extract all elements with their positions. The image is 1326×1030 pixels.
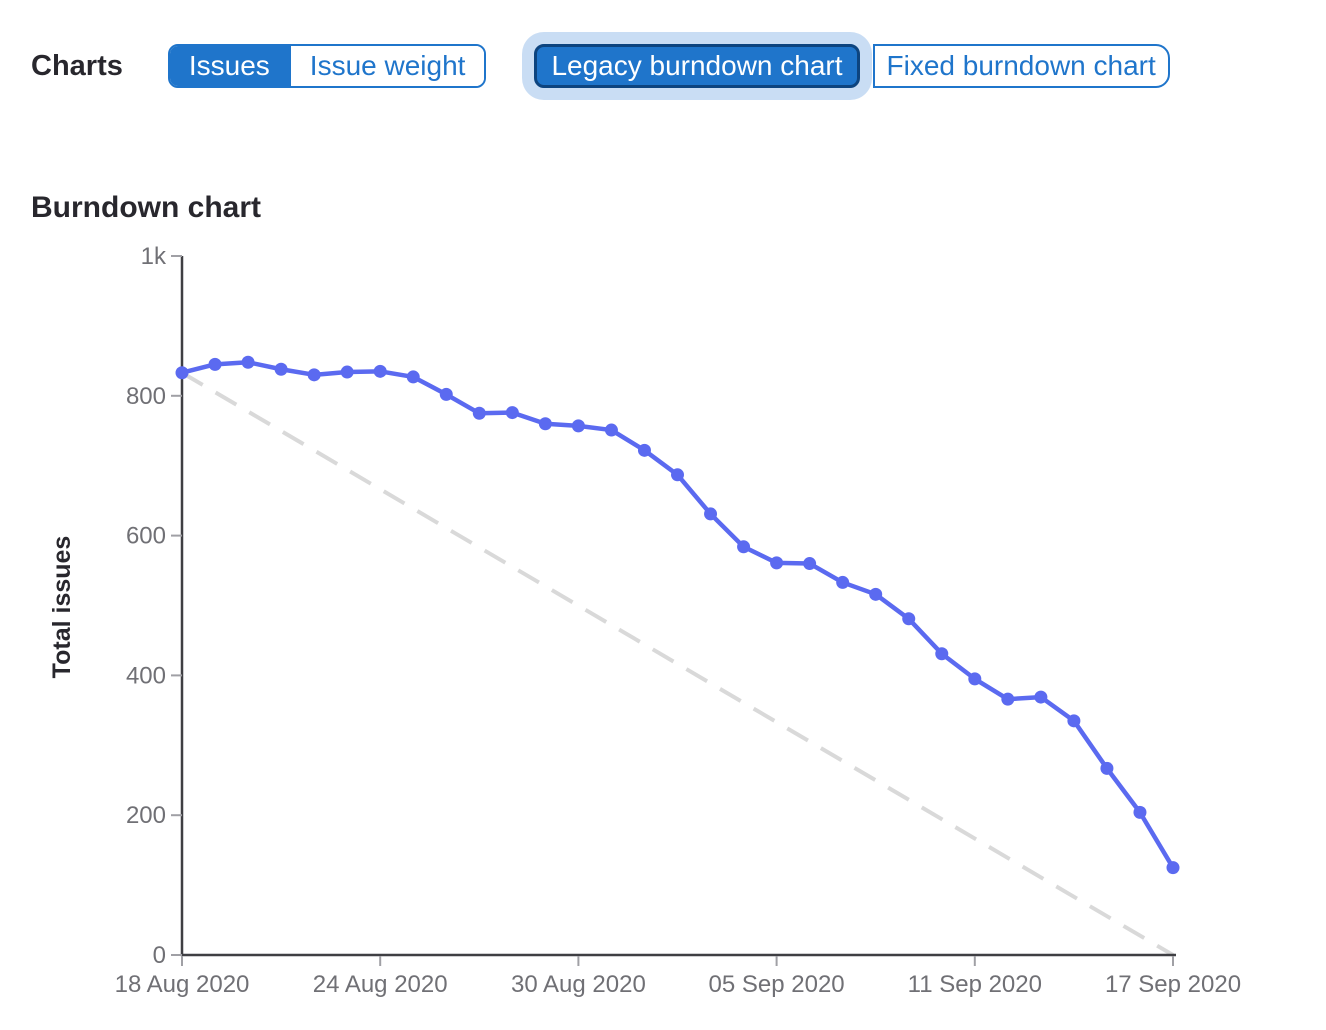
y-tick-label: 1k <box>141 243 167 270</box>
y-tick-label: 600 <box>126 523 166 550</box>
data-point[interactable] <box>274 362 288 376</box>
data-point[interactable] <box>373 364 387 378</box>
data-point[interactable] <box>208 357 222 371</box>
data-point[interactable] <box>803 557 817 571</box>
data-point[interactable] <box>935 647 949 661</box>
ideal-guideline <box>180 371 1175 957</box>
data-point[interactable] <box>505 406 519 420</box>
metric-toggle-group: Issues Issue weight <box>167 44 487 88</box>
data-point[interactable] <box>1001 692 1015 706</box>
y-tick-label: 800 <box>126 383 166 410</box>
y-tick-label: 0 <box>153 942 166 969</box>
x-tick-label: 18 Aug 2020 <box>115 971 250 998</box>
data-point[interactable] <box>968 672 982 686</box>
issues-line <box>179 359 1176 870</box>
data-point[interactable] <box>1133 805 1147 819</box>
x-tick-label: 05 Sep 2020 <box>709 971 845 998</box>
data-point[interactable] <box>902 612 916 626</box>
charts-toolbar: Charts Issues Issue weight Legacy burndo… <box>31 40 1170 92</box>
burndown-chart-svg: 0 200 400 600 800 1k 18 Aug 2020 24 Aug 2020 30 … <box>48 243 1241 998</box>
y-axis-title: Total issues <box>48 536 76 679</box>
data-point[interactable] <box>869 587 883 601</box>
data-point[interactable] <box>637 443 651 457</box>
data-point[interactable] <box>571 419 585 433</box>
axes: 0 200 400 600 800 1k 18 Aug 2020 24 Aug 2020 30 … <box>115 243 1241 998</box>
data-point[interactable] <box>1100 761 1114 775</box>
issues-toggle-button[interactable]: Issues <box>169 46 289 86</box>
issue-weight-toggle-button[interactable]: Issue weight <box>288 46 485 86</box>
data-point[interactable] <box>1067 714 1081 728</box>
y-tick-label: 400 <box>126 662 166 689</box>
data-point[interactable] <box>1166 861 1180 875</box>
data-point[interactable] <box>671 468 684 482</box>
x-tick-label: 17 Sep 2020 <box>1105 971 1241 998</box>
chart-type-toggle-group: Legacy burndown chart Fixed burndown cha… <box>534 44 1170 88</box>
data-point[interactable] <box>770 556 784 570</box>
data-point[interactable] <box>175 366 189 380</box>
charts-label: Charts <box>31 50 123 82</box>
data-point[interactable] <box>406 370 420 384</box>
data-point[interactable] <box>737 540 751 554</box>
legacy-burndown-chart-button[interactable]: Legacy burndown chart <box>534 44 860 88</box>
fixed-burndown-chart-button[interactable]: Fixed burndown chart <box>872 44 1170 88</box>
x-tick-label: 11 Sep 2020 <box>908 971 1042 998</box>
section-title: Burndown chart <box>31 190 261 224</box>
data-point[interactable] <box>604 423 618 437</box>
data-point[interactable] <box>439 387 453 401</box>
issues-data-points[interactable] <box>175 355 1180 875</box>
y-tick-label: 200 <box>126 802 166 829</box>
burndown-chart: 0 200 400 600 800 1k 18 Aug 2020 24 Aug 2020 30 … <box>0 235 1326 1025</box>
x-tick-label: 24 Aug 2020 <box>313 971 448 998</box>
x-tick-label: 30 Aug 2020 <box>511 971 646 998</box>
data-point[interactable] <box>472 406 486 420</box>
data-point[interactable] <box>1034 690 1048 704</box>
data-point[interactable] <box>307 368 321 382</box>
data-point[interactable] <box>836 575 850 589</box>
data-point[interactable] <box>340 365 354 379</box>
data-point[interactable] <box>241 355 255 369</box>
data-point[interactable] <box>704 507 718 521</box>
data-point[interactable] <box>538 417 552 431</box>
